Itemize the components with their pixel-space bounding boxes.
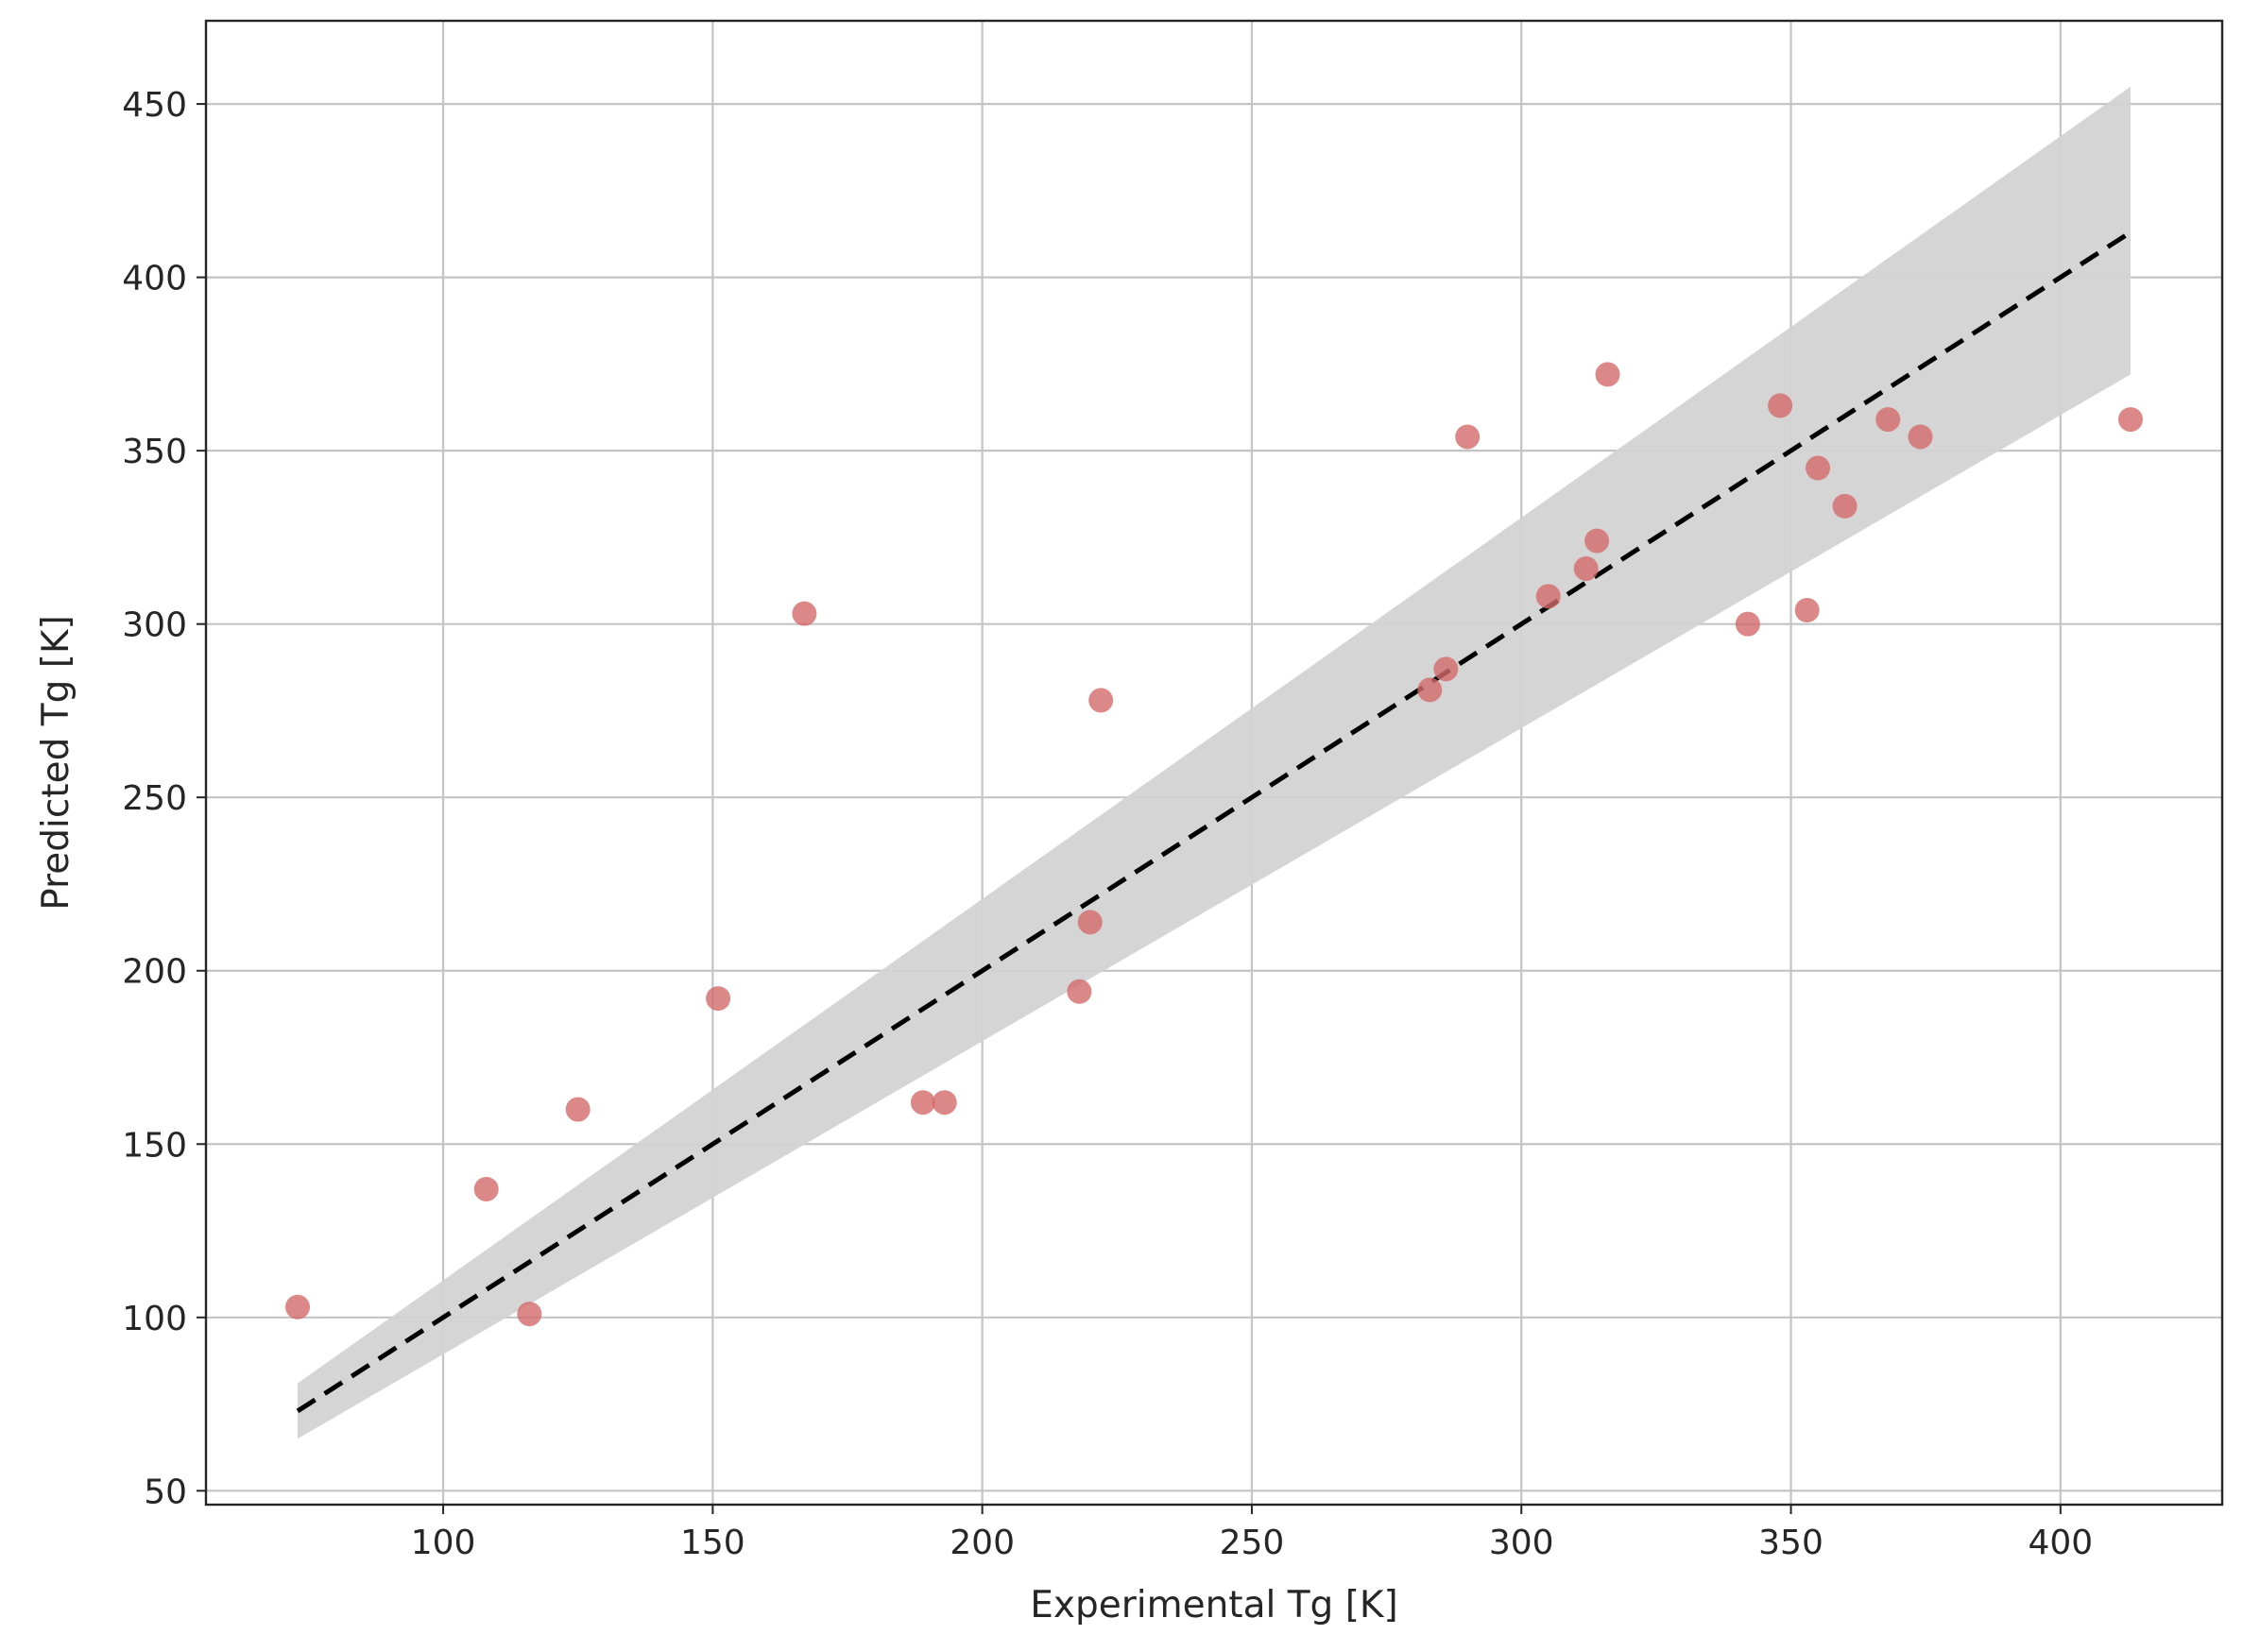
data-point-9 xyxy=(1067,979,1092,1004)
data-point-16 xyxy=(1573,555,1599,581)
confidence-band-layer xyxy=(298,86,2131,1439)
x-tick-label-200: 200 xyxy=(950,1524,1015,1562)
y-tick-label-100: 100 xyxy=(122,1300,187,1338)
data-point-17 xyxy=(1584,528,1610,554)
data-point-19 xyxy=(1735,611,1760,637)
data-point-10 xyxy=(1077,910,1103,935)
y-tick-label-150: 150 xyxy=(122,1126,187,1165)
data-point-5 xyxy=(706,986,731,1012)
y-tick-label-50: 50 xyxy=(144,1473,187,1511)
data-point-11 xyxy=(1088,688,1114,713)
data-point-2 xyxy=(473,1176,499,1201)
data-point-7 xyxy=(910,1090,935,1116)
plot-frame xyxy=(204,19,2224,1507)
data-point-4 xyxy=(565,1097,591,1122)
confidence-band xyxy=(298,86,2131,1439)
data-point-23 xyxy=(1832,493,1858,519)
identity-line-layer xyxy=(296,230,2132,1413)
data-point-1 xyxy=(285,1294,310,1320)
x-tick-label-400: 400 xyxy=(2028,1524,2093,1562)
data-point-12 xyxy=(1417,677,1443,703)
axis-ticks-layer: 100 150 200 250 300 350 400 50 100 150 200 250 300 35… xyxy=(122,86,2093,1562)
y-tick-label-450: 450 xyxy=(122,86,187,125)
y-tick-label-350: 350 xyxy=(122,433,187,471)
x-axis-title: Experimental Tg [K] xyxy=(1030,1584,1397,1626)
x-tick-label-350: 350 xyxy=(1758,1524,1824,1562)
data-point-15 xyxy=(1535,584,1561,609)
x-tick-label-100: 100 xyxy=(411,1524,476,1562)
data-point-25 xyxy=(1908,424,1933,450)
y-axis-title: Predicted Tg [K] xyxy=(35,615,77,910)
y-tick-label-250: 250 xyxy=(122,779,187,818)
y-tick-label-300: 300 xyxy=(122,606,187,645)
data-point-13 xyxy=(1433,656,1459,682)
data-points-layer xyxy=(285,362,2143,1327)
data-point-8 xyxy=(932,1090,957,1116)
x-tick-label-250: 250 xyxy=(1220,1524,1285,1562)
data-point-6 xyxy=(792,601,817,626)
data-point-21 xyxy=(1794,597,1820,622)
data-point-20 xyxy=(1768,393,1793,418)
y-tick-label-400: 400 xyxy=(122,260,187,298)
data-point-26 xyxy=(2118,407,2143,433)
data-point-24 xyxy=(1875,407,1901,433)
data-point-14 xyxy=(1455,424,1481,450)
x-tick-label-150: 150 xyxy=(680,1524,745,1562)
data-point-22 xyxy=(1806,455,1831,481)
identity-dashed-line xyxy=(296,230,2132,1413)
x-tick-label-300: 300 xyxy=(1489,1524,1554,1562)
data-point-3 xyxy=(517,1302,542,1327)
y-tick-label-200: 200 xyxy=(122,953,187,992)
data-point-18 xyxy=(1595,362,1620,387)
